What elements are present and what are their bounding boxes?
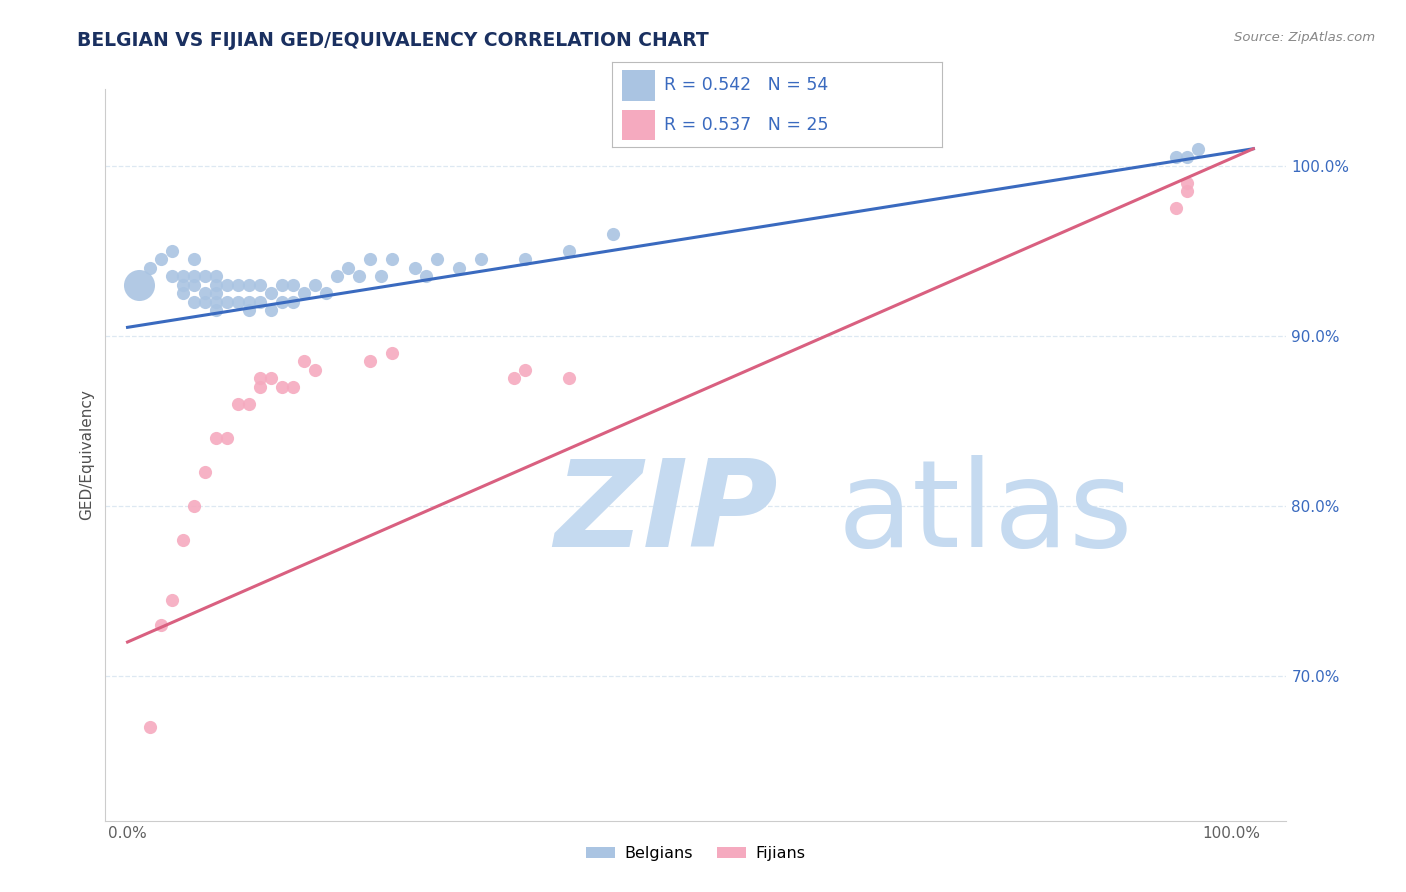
Text: atlas: atlas xyxy=(838,455,1133,572)
Point xyxy=(194,465,217,479)
Point xyxy=(138,260,160,275)
Text: Source: ZipAtlas.com: Source: ZipAtlas.com xyxy=(1234,31,1375,45)
Point xyxy=(271,277,294,292)
Point xyxy=(271,294,294,309)
Point xyxy=(447,260,470,275)
Point xyxy=(370,269,392,284)
FancyBboxPatch shape xyxy=(621,70,655,101)
Point xyxy=(602,227,624,241)
Text: BELGIAN VS FIJIAN GED/EQUIVALENCY CORRELATION CHART: BELGIAN VS FIJIAN GED/EQUIVALENCY CORREL… xyxy=(77,31,709,50)
Point xyxy=(205,294,228,309)
Point xyxy=(381,252,404,267)
Point xyxy=(337,260,360,275)
Point xyxy=(205,303,228,318)
Point xyxy=(205,277,228,292)
Point xyxy=(304,363,326,377)
Point xyxy=(215,294,238,309)
Point xyxy=(238,294,260,309)
Legend: Belgians, Fijians: Belgians, Fijians xyxy=(581,839,811,868)
Point xyxy=(249,371,271,385)
Point xyxy=(226,397,249,411)
Point xyxy=(513,363,536,377)
Point xyxy=(1175,184,1198,198)
Text: R = 0.537   N = 25: R = 0.537 N = 25 xyxy=(665,116,830,134)
Point xyxy=(128,277,150,292)
Point xyxy=(194,269,217,284)
Point xyxy=(183,269,205,284)
Point xyxy=(558,244,581,258)
Point xyxy=(172,533,194,547)
Point xyxy=(1164,201,1187,215)
Point xyxy=(205,431,228,445)
Point xyxy=(1164,150,1187,164)
Point xyxy=(260,371,283,385)
Point xyxy=(194,286,217,301)
Point xyxy=(260,286,283,301)
Point xyxy=(226,277,249,292)
Point xyxy=(404,260,426,275)
Point xyxy=(172,286,194,301)
Text: ZIP: ZIP xyxy=(554,455,778,572)
Point xyxy=(1175,150,1198,164)
Point xyxy=(205,286,228,301)
Point xyxy=(292,354,315,368)
Point xyxy=(326,269,349,284)
Point xyxy=(1187,142,1209,156)
Point xyxy=(558,371,581,385)
Point xyxy=(183,277,205,292)
Point xyxy=(205,269,228,284)
Text: R = 0.542   N = 54: R = 0.542 N = 54 xyxy=(665,77,828,95)
Point xyxy=(238,277,260,292)
Point xyxy=(513,252,536,267)
Point xyxy=(160,269,183,284)
Point xyxy=(260,303,283,318)
FancyBboxPatch shape xyxy=(621,110,655,140)
Point xyxy=(426,252,449,267)
Point xyxy=(281,380,304,394)
Point xyxy=(194,294,217,309)
Point xyxy=(183,294,205,309)
Point xyxy=(172,269,194,284)
Point xyxy=(249,380,271,394)
Point xyxy=(249,277,271,292)
Point xyxy=(138,720,160,734)
Point xyxy=(172,277,194,292)
Point xyxy=(415,269,437,284)
Point xyxy=(149,618,172,632)
Point xyxy=(160,244,183,258)
Point xyxy=(502,371,524,385)
Point xyxy=(160,592,183,607)
Point xyxy=(183,499,205,513)
Point xyxy=(349,269,371,284)
Point xyxy=(381,346,404,360)
Point xyxy=(470,252,492,267)
Point xyxy=(1175,176,1198,190)
Point xyxy=(315,286,337,301)
Point xyxy=(215,277,238,292)
Point xyxy=(281,294,304,309)
Point xyxy=(359,252,381,267)
Point xyxy=(271,380,294,394)
Point xyxy=(149,252,172,267)
Y-axis label: GED/Equivalency: GED/Equivalency xyxy=(79,390,94,520)
Point xyxy=(249,294,271,309)
Point xyxy=(281,277,304,292)
Point xyxy=(215,431,238,445)
Point xyxy=(359,354,381,368)
Point xyxy=(292,286,315,301)
Point xyxy=(238,303,260,318)
Point xyxy=(183,252,205,267)
Point xyxy=(304,277,326,292)
Point xyxy=(226,294,249,309)
Point xyxy=(238,397,260,411)
